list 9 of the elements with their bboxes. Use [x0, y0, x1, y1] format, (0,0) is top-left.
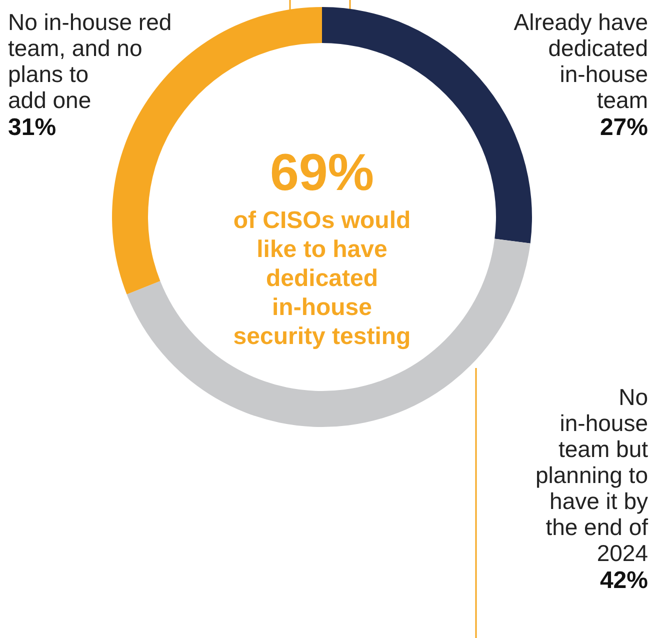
slice-label: Already have dedicated in-house team	[514, 9, 648, 113]
data-label: 27%	[600, 114, 648, 141]
text: 69%	[270, 144, 374, 202]
text: of CISOs would like to have dedicated in-house security testing	[233, 207, 411, 350]
slice-label: No in-house team but planning to have it by the end of 2024	[535, 384, 649, 566]
slice-label: No in-house red team, and no plans to add one	[8, 9, 172, 113]
data-label: 42%	[600, 567, 648, 594]
data-label: 31%	[8, 114, 56, 141]
donut-slice	[126, 238, 530, 427]
